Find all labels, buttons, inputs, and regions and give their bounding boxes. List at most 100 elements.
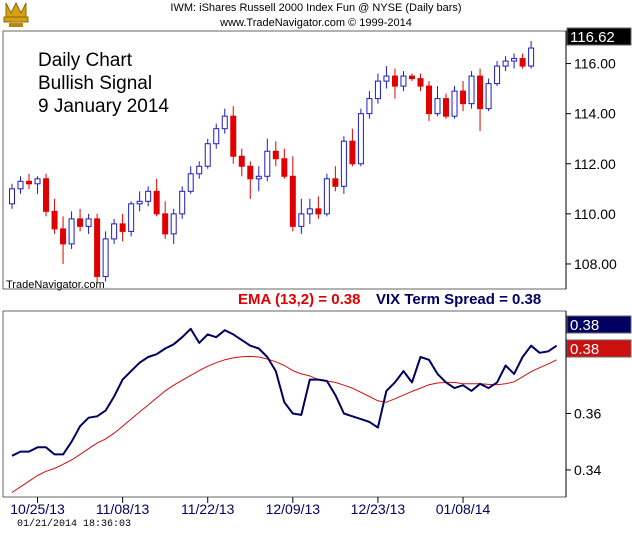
candle bbox=[306, 198, 313, 224]
price-tick-label: 116.00 bbox=[574, 56, 616, 72]
candle-body bbox=[425, 85, 432, 115]
candle-body bbox=[289, 175, 296, 227]
candle bbox=[494, 61, 501, 87]
osc-tick-label: 0.36 bbox=[574, 405, 601, 421]
candle bbox=[340, 136, 347, 194]
candle bbox=[528, 41, 535, 69]
candle-body bbox=[460, 90, 467, 105]
candle-body bbox=[204, 143, 211, 167]
candle-body bbox=[408, 75, 415, 80]
candle bbox=[511, 53, 518, 69]
candle-body bbox=[451, 90, 458, 117]
candle-body bbox=[494, 65, 501, 85]
candle-body bbox=[170, 213, 177, 235]
annotation-line-3: 9 January 2014 bbox=[38, 96, 169, 117]
candle bbox=[408, 73, 415, 82]
candle-body bbox=[60, 228, 67, 245]
copyright: www.TradeNavigator.com © 1999-2014 bbox=[220, 17, 412, 29]
candle bbox=[145, 186, 152, 207]
candle bbox=[400, 71, 407, 92]
x-tick-label: 12/09/13 bbox=[266, 501, 321, 517]
candle-body bbox=[485, 83, 492, 110]
x-tick-label: 11/08/13 bbox=[96, 501, 150, 517]
candle bbox=[94, 213, 101, 284]
candle bbox=[221, 108, 228, 134]
candle-body bbox=[264, 150, 271, 177]
candle-body bbox=[238, 155, 245, 167]
annotation-line-1: Daily Chart bbox=[38, 50, 132, 71]
candle bbox=[128, 201, 135, 237]
candle bbox=[247, 161, 254, 199]
candle bbox=[434, 86, 441, 117]
ema-legend: EMA (13,2) = 0.38 bbox=[238, 291, 361, 308]
candle-body bbox=[528, 47, 535, 67]
trade-navigator-logo bbox=[3, 1, 29, 27]
vix-last-badge: 0.38 bbox=[566, 315, 632, 334]
candle-body bbox=[477, 75, 484, 110]
oscillator-panel: 0.34 0.36 bbox=[2, 310, 601, 498]
candle-body bbox=[221, 115, 228, 130]
candle bbox=[332, 166, 339, 192]
price-panel: 108.00 110.00 112.00 114.00 116.00 bbox=[2, 30, 617, 290]
candle-body bbox=[179, 190, 186, 215]
x-tick-label: 11/22/13 bbox=[181, 501, 235, 517]
price-tick-label: 110.00 bbox=[574, 206, 616, 222]
candle bbox=[230, 106, 237, 164]
candle bbox=[238, 148, 245, 177]
candle-body bbox=[468, 75, 475, 105]
candle-body bbox=[145, 190, 152, 202]
candle bbox=[111, 218, 118, 244]
candle bbox=[502, 56, 509, 72]
candle bbox=[153, 178, 160, 217]
candle-body bbox=[153, 190, 160, 215]
x-tick-label: 12/23/13 bbox=[351, 501, 406, 517]
candle-body bbox=[128, 203, 135, 232]
candle bbox=[179, 186, 186, 219]
candle bbox=[468, 71, 475, 109]
candle bbox=[417, 73, 424, 92]
candle-body bbox=[34, 178, 41, 185]
candle bbox=[519, 53, 526, 69]
ema-last-badge: 0.38 bbox=[566, 339, 632, 358]
candle-body bbox=[400, 75, 407, 87]
candle-body bbox=[230, 115, 237, 157]
candle bbox=[9, 183, 15, 209]
candle-body bbox=[111, 223, 118, 240]
candle-body bbox=[85, 218, 92, 227]
candle bbox=[485, 78, 492, 112]
candle bbox=[119, 213, 126, 242]
candle bbox=[187, 166, 194, 194]
candle bbox=[357, 108, 364, 167]
x-tick-label: 10/25/13 bbox=[10, 501, 65, 517]
annotation-line-2: Bullish Signal bbox=[38, 73, 153, 94]
candle-body bbox=[136, 200, 143, 205]
candle-body bbox=[434, 98, 441, 115]
candle bbox=[298, 198, 305, 234]
candle bbox=[425, 81, 432, 122]
candle bbox=[34, 176, 41, 194]
watermark: TradeNavigator.com bbox=[6, 279, 105, 291]
candle-body bbox=[272, 150, 279, 160]
candle bbox=[136, 191, 143, 212]
candle-body bbox=[162, 213, 169, 235]
candle-body bbox=[102, 238, 109, 277]
candle bbox=[349, 128, 356, 167]
ema-last-badge-text: 0.38 bbox=[570, 341, 599, 358]
candle-body bbox=[443, 98, 450, 117]
candle-body bbox=[68, 218, 75, 245]
candle bbox=[43, 173, 50, 217]
candle bbox=[196, 161, 203, 179]
candle-body bbox=[9, 188, 15, 205]
candle-body bbox=[281, 158, 288, 177]
candle-body bbox=[340, 140, 347, 187]
candle-body bbox=[119, 223, 126, 232]
candle bbox=[26, 173, 33, 189]
candle bbox=[213, 123, 220, 149]
candle bbox=[281, 148, 288, 179]
candle bbox=[391, 68, 398, 99]
price-tick-label: 114.00 bbox=[574, 106, 616, 122]
candle bbox=[68, 211, 75, 249]
osc-tick-label: 0.34 bbox=[574, 462, 601, 478]
candle-body bbox=[374, 80, 381, 100]
candle-body bbox=[94, 218, 101, 277]
